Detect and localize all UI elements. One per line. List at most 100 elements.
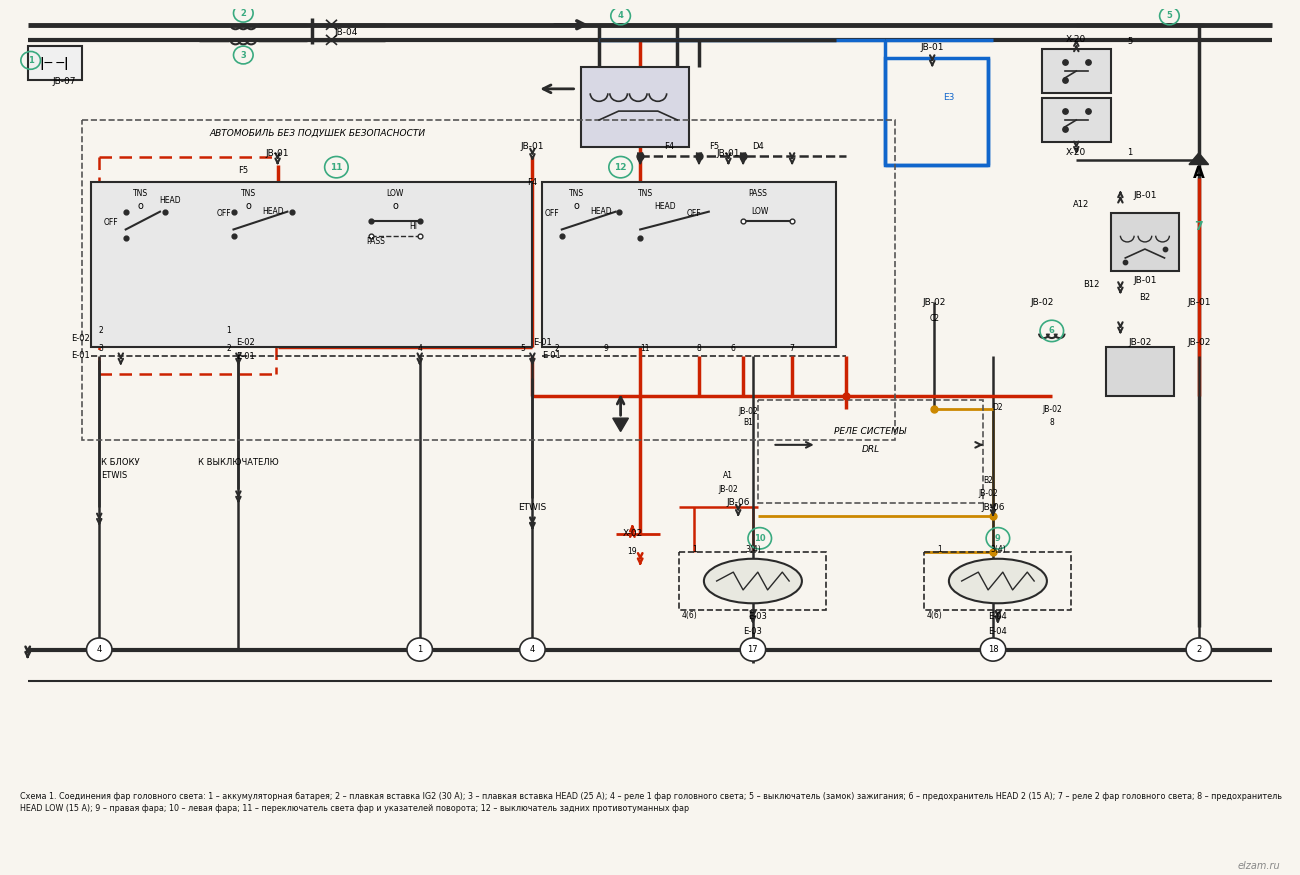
Text: JB-02: JB-02 — [1128, 338, 1152, 347]
Text: JB-07: JB-07 — [52, 77, 75, 87]
Point — [629, 149, 650, 163]
Point — [733, 149, 754, 163]
Text: TNS: TNS — [569, 189, 584, 199]
Text: 2: 2 — [240, 9, 246, 18]
Text: LOW: LOW — [386, 189, 404, 199]
Text: 1: 1 — [226, 326, 231, 335]
Text: JB-04: JB-04 — [334, 28, 358, 38]
Point — [360, 214, 381, 228]
Text: F4: F4 — [664, 143, 675, 151]
Text: X-20: X-20 — [1066, 35, 1087, 45]
Point — [1054, 104, 1075, 118]
Text: 10: 10 — [754, 534, 766, 542]
Text: 12: 12 — [615, 163, 627, 172]
Text: E-02: E-02 — [235, 338, 255, 347]
Ellipse shape — [949, 559, 1046, 603]
Text: JB-01: JB-01 — [1134, 191, 1157, 200]
Circle shape — [1186, 638, 1212, 662]
Text: o: o — [573, 201, 580, 212]
Text: TNS: TNS — [637, 189, 653, 199]
Text: 4: 4 — [417, 344, 422, 354]
Text: ETWIS: ETWIS — [519, 502, 546, 512]
Point — [781, 214, 802, 228]
Text: E3: E3 — [944, 94, 954, 102]
Text: JB-06: JB-06 — [982, 502, 1005, 512]
Bar — [680, 551, 827, 610]
Text: E-03: E-03 — [749, 612, 767, 621]
Point — [689, 149, 710, 163]
Text: A1: A1 — [723, 472, 733, 480]
Text: К БЛОКУ: К БЛОКУ — [101, 458, 140, 467]
Text: o: o — [138, 201, 143, 212]
Text: HI: HI — [408, 222, 417, 231]
Text: F4: F4 — [528, 178, 537, 186]
Point — [1054, 122, 1075, 136]
Polygon shape — [1190, 153, 1209, 164]
Text: TNS: TNS — [133, 189, 148, 199]
Text: 19: 19 — [628, 547, 637, 556]
Text: A12: A12 — [1072, 200, 1089, 209]
Text: B12: B12 — [1083, 280, 1100, 289]
Text: JB-02: JB-02 — [1031, 298, 1054, 307]
Circle shape — [980, 638, 1006, 662]
Point — [629, 231, 650, 245]
Text: E-01: E-01 — [235, 353, 255, 361]
Text: 11: 11 — [641, 344, 650, 354]
Point — [116, 205, 136, 219]
Text: E-04: E-04 — [988, 612, 1008, 621]
Point — [224, 205, 244, 219]
Text: 1: 1 — [692, 545, 697, 555]
Bar — [82, 120, 894, 440]
Text: JB-01: JB-01 — [920, 43, 944, 52]
Text: HEAD: HEAD — [654, 202, 676, 211]
Bar — [581, 66, 689, 147]
Bar — [27, 46, 82, 80]
Bar — [542, 182, 836, 347]
Point — [983, 544, 1004, 558]
Text: 3(4): 3(4) — [991, 545, 1006, 555]
Text: E-04: E-04 — [988, 627, 1008, 636]
Point — [1078, 104, 1098, 118]
Polygon shape — [612, 418, 628, 431]
Text: OFF: OFF — [216, 209, 231, 218]
Point — [733, 214, 754, 228]
Text: 8: 8 — [1049, 418, 1054, 427]
Text: D2: D2 — [993, 403, 1004, 412]
Text: OFF: OFF — [686, 209, 702, 218]
Text: X-02: X-02 — [623, 529, 642, 538]
Text: LOW: LOW — [751, 207, 768, 216]
Text: OFF: OFF — [104, 218, 118, 227]
Text: 3: 3 — [99, 344, 104, 354]
Text: 18: 18 — [988, 645, 998, 654]
Text: 5: 5 — [520, 344, 525, 354]
Text: HEAD: HEAD — [590, 207, 612, 216]
Point — [836, 388, 857, 402]
Text: OFF: OFF — [545, 209, 559, 218]
Text: 9: 9 — [994, 534, 1001, 542]
Text: 6: 6 — [1049, 326, 1054, 335]
Circle shape — [740, 638, 766, 662]
Text: 4: 4 — [618, 11, 624, 20]
Text: JB-01: JB-01 — [716, 150, 740, 158]
Ellipse shape — [703, 559, 802, 603]
Text: |─ ─|: |─ ─| — [40, 57, 69, 69]
Text: o: o — [393, 201, 398, 212]
Text: D4: D4 — [751, 143, 763, 151]
Text: JB-06: JB-06 — [727, 498, 750, 507]
Text: F5: F5 — [708, 143, 719, 151]
Text: 2: 2 — [1196, 645, 1201, 654]
Text: E-01: E-01 — [542, 352, 562, 360]
Text: 1: 1 — [1127, 149, 1132, 157]
Text: JB-01: JB-01 — [1187, 298, 1210, 307]
Text: 7: 7 — [1195, 220, 1204, 234]
Text: 11: 11 — [330, 163, 343, 172]
Text: JB-01: JB-01 — [520, 143, 545, 151]
Point — [116, 231, 136, 245]
Text: 8: 8 — [697, 344, 702, 354]
Point — [1078, 55, 1098, 69]
Text: E-03: E-03 — [744, 627, 762, 636]
Point — [608, 205, 629, 219]
Bar — [1043, 49, 1110, 94]
Text: 9: 9 — [603, 344, 608, 354]
Text: DRL: DRL — [862, 444, 880, 454]
